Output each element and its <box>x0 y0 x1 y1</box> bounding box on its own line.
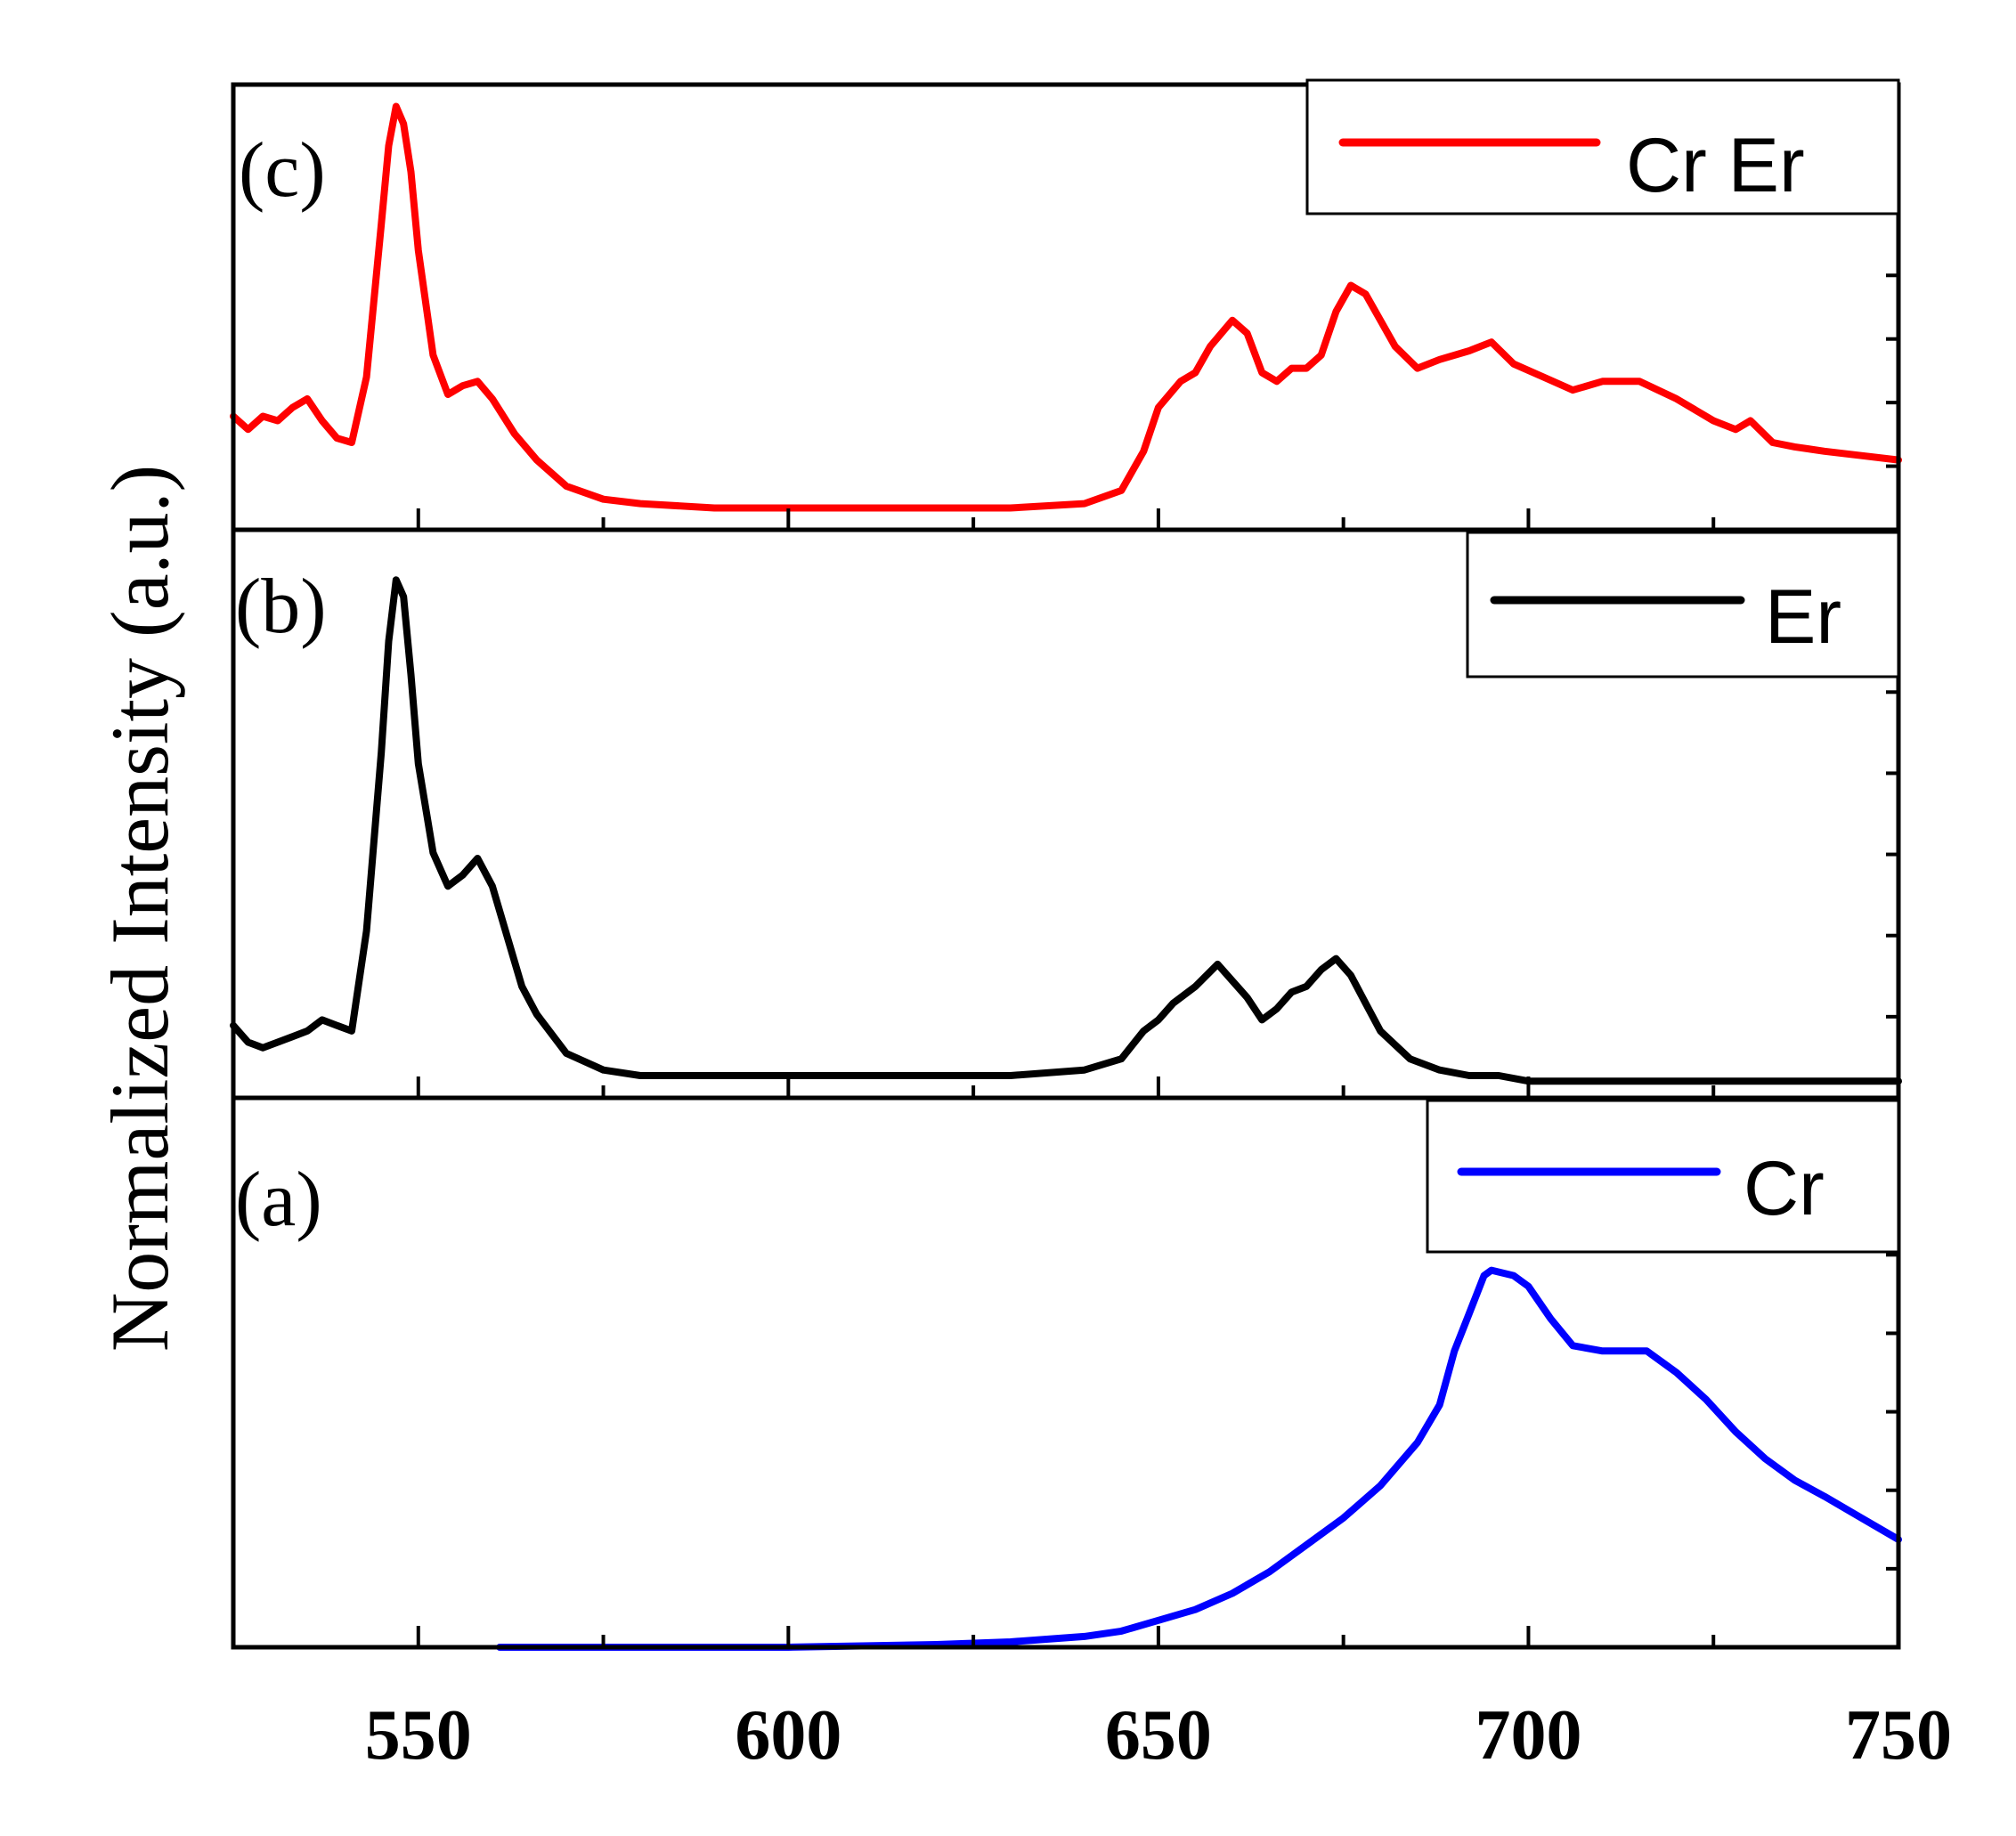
series-line-c-0 <box>230 102 1902 512</box>
series-line-a-0 <box>496 1266 1902 1651</box>
panel-b: (b) Er <box>230 527 1902 1101</box>
plot-layer: (c) Cr Er (b) Er (a) Cr <box>230 78 1902 1651</box>
panel-label-a: (a) <box>235 1157 322 1243</box>
legend-box-a <box>1426 1099 1900 1254</box>
legend-label-b: Er <box>1765 574 1841 660</box>
x-tick-label-650: 650 <box>1105 1696 1212 1775</box>
x-tick-labels: 550 600 650 700 750 <box>365 1696 1952 1775</box>
legend-c: Cr Er <box>1305 78 1900 215</box>
legend-label-c: Cr Er <box>1626 123 1805 208</box>
y-axis-label: Normalized Intensity (a.u.) <box>94 465 185 1352</box>
x-tick-label-700: 700 <box>1475 1696 1581 1775</box>
panel-frame-a <box>231 1095 1901 1650</box>
panel-label-c: (c) <box>239 127 326 214</box>
legend-box-c <box>1305 78 1900 215</box>
x-tick-label-550: 550 <box>365 1696 472 1775</box>
panel-a: (a) Cr <box>231 1095 1902 1651</box>
panel-label-b: (b) <box>235 564 327 650</box>
legend-b: Er <box>1466 531 1900 678</box>
x-tick-label-600: 600 <box>735 1696 841 1775</box>
panel-c: (c) Cr Er <box>230 78 1902 532</box>
series-line-b-0 <box>230 576 1902 1085</box>
legend-a: Cr <box>1426 1099 1900 1254</box>
legend-box-b <box>1466 531 1900 678</box>
legend-label-a: Cr <box>1744 1146 1825 1231</box>
x-tick-label-750: 750 <box>1845 1696 1952 1775</box>
